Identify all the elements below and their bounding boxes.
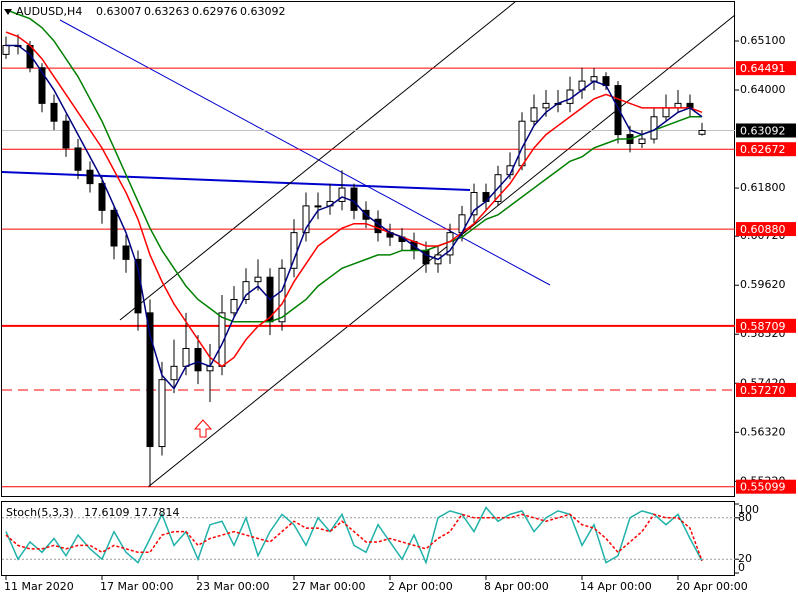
level-label: 0.62672	[740, 143, 786, 156]
stoch-signal-line	[5, 513, 703, 561]
candle-body	[338, 187, 346, 202]
ma-line	[5, 31, 703, 368]
candle-body	[98, 183, 106, 211]
level-label-box	[736, 382, 796, 397]
x-tick-label: 11 Mar 2020	[4, 580, 74, 593]
channel-line	[147, 14, 736, 488]
x-tick-label: 2 Apr 00:00	[388, 580, 453, 593]
candle-body	[350, 187, 358, 211]
stoch-tick-label: 0	[738, 561, 745, 574]
candle-body	[38, 67, 46, 104]
stoch-tick-label: 80	[738, 511, 752, 524]
y-tick-label: 0.56320	[740, 425, 786, 438]
level-label: 0.58709	[740, 320, 786, 333]
y-tick-label: 0.61800	[740, 181, 786, 194]
candle-body	[122, 245, 130, 260]
stoch-tick-label: 100	[738, 503, 759, 516]
candle-body	[110, 209, 118, 247]
level-label-box	[736, 142, 796, 157]
stoch-main: 17.6109	[84, 506, 130, 519]
candle-body	[146, 312, 154, 448]
ma-line	[5, 9, 702, 323]
stoch-frame	[1, 501, 735, 576]
candle-body	[242, 281, 250, 300]
drawings	[1, 1, 736, 488]
x-tick-label: 8 Apr 00:00	[484, 580, 549, 593]
candle-body	[170, 365, 178, 381]
symbol: AUDUSD,H4	[16, 5, 82, 18]
last-price-label: 0.63092	[740, 124, 786, 137]
quote: 0.63092	[240, 5, 286, 18]
candle-body	[698, 129, 706, 135]
stoch-tick-label: 20	[738, 552, 752, 565]
up-arrow	[193, 419, 213, 438]
candle-body	[530, 107, 538, 122]
candle-body	[302, 205, 310, 234]
y-tick-label: 0.59620	[740, 278, 786, 291]
level-label: 0.55099	[740, 481, 786, 494]
ma-line	[6, 44, 703, 390]
candle-body	[446, 232, 454, 256]
candle-body	[182, 348, 190, 367]
last-price-box	[736, 123, 796, 138]
candle-body	[62, 120, 70, 149]
trend-line	[1, 171, 471, 191]
stoch-signal: 17.7814	[134, 506, 180, 519]
level-label-box	[736, 222, 796, 237]
y-tick-label: 0.65100	[740, 34, 786, 47]
candle-body	[254, 276, 262, 283]
candle-body	[470, 192, 478, 216]
menu-triangle	[4, 9, 12, 15]
level-label-box	[736, 318, 796, 333]
candle-body	[74, 147, 82, 171]
marks	[2, 9, 735, 565]
channel-line	[119, 1, 516, 321]
level-label: 0.60880	[740, 223, 786, 236]
candle-body	[158, 379, 166, 448]
candle-body	[638, 138, 646, 145]
level-label-box	[736, 61, 796, 76]
x-tick-label: 20 Apr 00:00	[676, 580, 748, 593]
quote: 0.63263	[144, 5, 190, 18]
x-tick-label: 14 Apr 00:00	[580, 580, 652, 593]
candle-body	[194, 348, 202, 372]
stoch-title: Stoch(5,3,3)	[6, 506, 74, 519]
candle-body	[86, 169, 94, 185]
trend-line	[59, 19, 551, 286]
x-tick-label: 17 Mar 00:00	[100, 580, 173, 593]
candle-body	[2, 44, 10, 55]
y-tick-label: 0.64000	[740, 83, 786, 96]
quote: 0.63007	[96, 5, 142, 18]
candle-body	[662, 107, 670, 118]
x-tick-label: 27 Mar 00:00	[292, 580, 365, 593]
stoch-main-line	[5, 506, 703, 565]
x-tick-label: 23 Mar 00:00	[196, 580, 269, 593]
level-label-box	[736, 479, 796, 494]
candle-body	[278, 267, 286, 323]
quote: 0.62976	[192, 5, 238, 18]
level-label: 0.64491	[740, 62, 786, 75]
candle-body	[50, 102, 58, 122]
main-frame	[1, 1, 735, 497]
level-label: 0.57270	[740, 384, 786, 397]
candle-body	[542, 102, 550, 109]
candle-body	[614, 85, 622, 136]
candle-body	[314, 205, 322, 208]
candle-body	[230, 298, 238, 314]
